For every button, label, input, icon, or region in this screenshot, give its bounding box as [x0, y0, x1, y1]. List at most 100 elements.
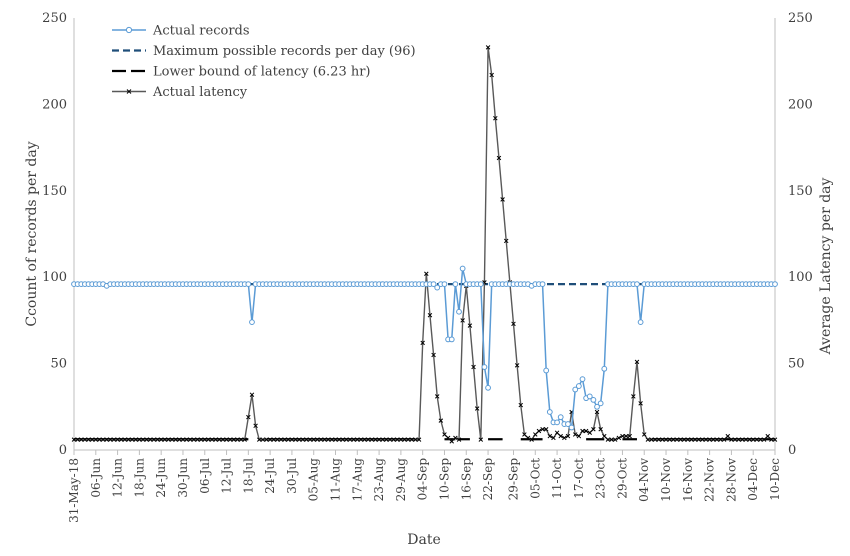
- latency-point: [769, 437, 774, 442]
- x-tick-label: 31-May-18: [67, 458, 81, 523]
- latency-point: [166, 437, 171, 442]
- latency-point: [551, 435, 556, 441]
- latency-point: [416, 437, 422, 442]
- latency-point: [565, 433, 571, 439]
- legend-label: Maximum possible records per day (96): [153, 44, 416, 59]
- legend: Actual records Maximum possible records p…: [112, 24, 416, 100]
- latency-point: [300, 437, 306, 442]
- latency-point: [456, 437, 462, 442]
- latency-point: [453, 435, 458, 441]
- latency-point: [213, 437, 218, 442]
- latency-point: [198, 437, 204, 442]
- latency-point: [689, 437, 694, 442]
- records-point: [568, 424, 575, 431]
- latency-point: [267, 437, 273, 442]
- latency-point: [434, 394, 440, 399]
- latency-point: [761, 437, 767, 442]
- x-tick-label: 22-Nov: [703, 458, 717, 502]
- latency-point: [144, 437, 149, 442]
- latency-point: [384, 437, 389, 442]
- latency-point: [155, 437, 160, 442]
- latency-point: [652, 437, 658, 442]
- x-tick-label: 04-Nov: [637, 458, 651, 502]
- latency-point: [398, 437, 404, 442]
- x-tick-label: 22-Sep: [481, 458, 495, 501]
- latency-point: [685, 437, 691, 442]
- latency-point: [293, 437, 298, 442]
- latency-point: [395, 437, 400, 442]
- latency-point: [86, 437, 91, 442]
- latency-point: [612, 437, 618, 442]
- records-point: [601, 365, 608, 372]
- records-point: [245, 281, 252, 288]
- latency-point: [158, 437, 164, 442]
- latency-point: [605, 437, 611, 442]
- latency-point: [580, 428, 585, 434]
- latency-point: [376, 437, 382, 442]
- latency-point: [405, 437, 411, 442]
- x-tick-label: 11-Oct: [550, 458, 564, 499]
- latency-point: [489, 72, 494, 78]
- latency-point: [126, 437, 131, 442]
- latency-point: [558, 433, 563, 439]
- latency-point: [336, 437, 342, 442]
- latency-point: [700, 437, 705, 442]
- latency-point: [594, 409, 600, 415]
- x-tick-label: 16-Sep: [459, 458, 473, 501]
- latency-point: [187, 437, 193, 442]
- x-tick-label: 30-Jun: [176, 458, 190, 498]
- latency-point: [543, 427, 549, 432]
- y-tick-left-label: 0: [59, 443, 67, 458]
- latency-point: [703, 437, 709, 442]
- latency-point: [758, 437, 763, 442]
- records-point: [477, 281, 484, 288]
- latency-point: [692, 437, 698, 442]
- x-tick-label: 24-Jul: [263, 458, 277, 494]
- latency-point: [235, 437, 240, 442]
- axes: 0 50 100 150 200 250 0 50 100 150 200 250 31-May-18 0…: [42, 11, 813, 523]
- y-tick-left-label: 50: [50, 357, 67, 372]
- latency-point: [587, 430, 593, 435]
- latency-point: [191, 437, 197, 442]
- latency-point: [503, 238, 509, 244]
- latency-point: [249, 392, 255, 397]
- latency-point: [271, 437, 277, 442]
- latency-point: [329, 437, 335, 442]
- records-point: [579, 376, 586, 383]
- latency-point: [736, 437, 741, 442]
- latency-point: [649, 437, 654, 442]
- latency-point: [118, 437, 124, 442]
- latency-point: [747, 437, 752, 442]
- records-point: [557, 414, 564, 421]
- latency-point: [496, 155, 502, 161]
- latency-point: [631, 394, 636, 399]
- y-tick-right-label: 200: [788, 97, 813, 112]
- legend-marker-records: [125, 26, 133, 34]
- records-point: [597, 400, 604, 407]
- latency-point: [471, 364, 476, 370]
- latency-line: [74, 46, 775, 443]
- latency-point: [431, 352, 436, 358]
- x-tick-label: 17-Aug: [350, 458, 364, 502]
- latency-point: [529, 437, 534, 442]
- latency-point: [522, 432, 527, 437]
- latency-point: [627, 433, 632, 439]
- latency-point: [598, 427, 603, 432]
- latency-point: [634, 359, 640, 365]
- latency-point: [525, 435, 531, 441]
- latency-point: [540, 427, 545, 432]
- legend-label: Actual records: [152, 24, 250, 39]
- records-line: [74, 267, 775, 429]
- latency-point: [750, 437, 756, 442]
- latency-point: [533, 432, 538, 437]
- latency-point: [485, 45, 491, 50]
- latency-point: [286, 437, 291, 442]
- x-tick-label: 18-Jul: [241, 458, 255, 494]
- latency-point: [246, 414, 251, 420]
- latency-point: [387, 437, 393, 442]
- latency-point: [162, 437, 168, 442]
- latency-point: [467, 323, 473, 328]
- latency-point: [380, 437, 385, 442]
- latency-point: [718, 437, 723, 442]
- latency-point: [256, 437, 262, 442]
